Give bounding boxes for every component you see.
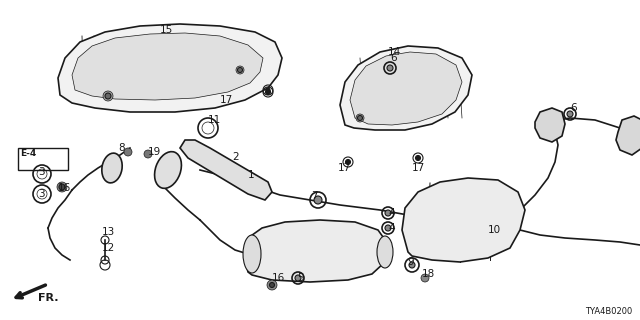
Polygon shape — [72, 33, 263, 100]
Circle shape — [385, 210, 391, 216]
Polygon shape — [58, 24, 282, 112]
Circle shape — [266, 90, 271, 94]
Text: 9: 9 — [407, 257, 413, 267]
Text: 16: 16 — [58, 183, 71, 193]
Text: 6: 6 — [570, 103, 577, 113]
Circle shape — [358, 116, 362, 121]
Text: 1: 1 — [248, 170, 255, 180]
Text: 10: 10 — [488, 225, 501, 235]
Circle shape — [356, 114, 364, 122]
Circle shape — [59, 184, 65, 190]
Text: 12: 12 — [102, 243, 115, 253]
Circle shape — [236, 66, 244, 74]
Circle shape — [346, 159, 351, 164]
Circle shape — [269, 283, 275, 287]
Circle shape — [409, 262, 415, 268]
Circle shape — [266, 88, 270, 92]
Polygon shape — [402, 178, 525, 262]
Circle shape — [421, 274, 429, 282]
Text: 13: 13 — [102, 227, 115, 237]
Polygon shape — [340, 46, 472, 130]
Text: 7: 7 — [311, 191, 317, 201]
Text: 3: 3 — [38, 167, 45, 177]
Text: 3: 3 — [38, 189, 45, 199]
Text: 2: 2 — [232, 152, 239, 162]
Polygon shape — [350, 52, 462, 125]
Text: 17: 17 — [220, 95, 233, 105]
Text: 16: 16 — [272, 273, 285, 283]
Text: 8: 8 — [118, 143, 125, 153]
Ellipse shape — [377, 236, 393, 268]
Text: 14: 14 — [388, 47, 401, 57]
Polygon shape — [244, 220, 388, 282]
Text: 5: 5 — [297, 273, 303, 283]
Circle shape — [387, 65, 393, 71]
Circle shape — [295, 275, 301, 281]
Text: 15: 15 — [160, 25, 173, 35]
Circle shape — [267, 280, 277, 290]
Text: FR.: FR. — [38, 293, 58, 303]
Circle shape — [144, 150, 152, 158]
Text: 17: 17 — [412, 163, 425, 173]
Text: 18: 18 — [422, 269, 435, 279]
Circle shape — [103, 91, 113, 101]
Circle shape — [415, 156, 420, 161]
Bar — [18, 148, 68, 170]
Circle shape — [314, 196, 322, 204]
Circle shape — [105, 93, 111, 99]
Text: 11: 11 — [208, 115, 221, 125]
Text: 17: 17 — [338, 163, 351, 173]
Text: 6: 6 — [390, 53, 397, 63]
Text: TYA4B0200: TYA4B0200 — [585, 308, 632, 316]
Text: E-4: E-4 — [20, 149, 36, 158]
Polygon shape — [180, 140, 272, 200]
Circle shape — [124, 148, 132, 156]
Text: 4: 4 — [388, 208, 395, 218]
Ellipse shape — [102, 153, 122, 183]
Polygon shape — [535, 108, 565, 142]
Ellipse shape — [243, 235, 261, 273]
Ellipse shape — [155, 152, 181, 188]
Circle shape — [237, 68, 243, 73]
Circle shape — [57, 182, 67, 192]
Text: 19: 19 — [148, 147, 161, 157]
Circle shape — [385, 225, 391, 231]
Circle shape — [567, 111, 573, 117]
Polygon shape — [616, 116, 640, 155]
Text: 4: 4 — [388, 223, 395, 233]
